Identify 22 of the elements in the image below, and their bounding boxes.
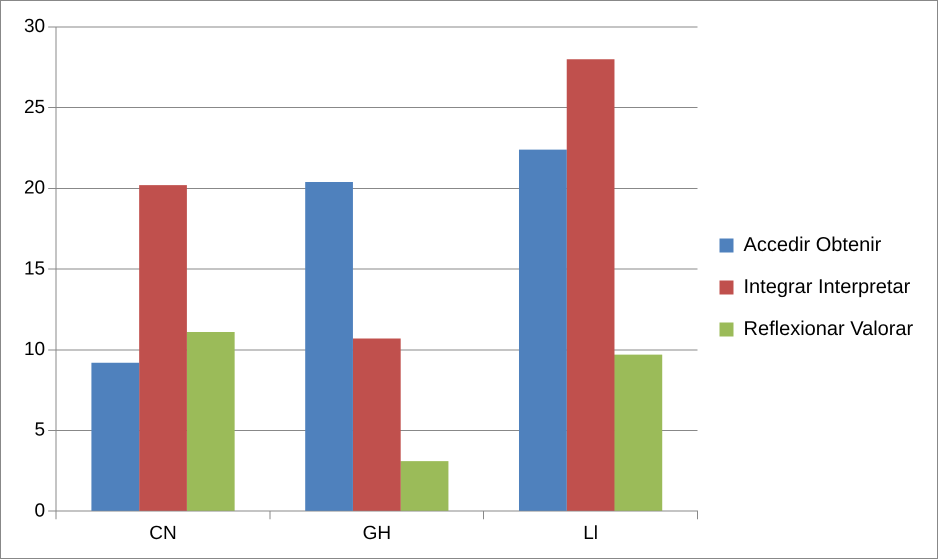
y-tick-label: 30 bbox=[24, 16, 46, 38]
x-tick-label: GH bbox=[362, 522, 392, 544]
bar bbox=[186, 332, 235, 511]
bar bbox=[139, 185, 187, 511]
bar bbox=[400, 461, 448, 511]
bar bbox=[305, 182, 353, 511]
y-tick-label: 15 bbox=[24, 258, 46, 280]
legend-label: Accedir Obtenir bbox=[744, 234, 882, 256]
y-tick-label: 10 bbox=[24, 339, 46, 360]
x-tick-label: CN bbox=[149, 522, 177, 544]
y-tick-label: 5 bbox=[34, 420, 46, 441]
bar bbox=[566, 59, 614, 511]
bar bbox=[91, 362, 140, 511]
bar bbox=[352, 338, 401, 511]
legend-label: Integrar Interpretar bbox=[744, 276, 911, 298]
y-tick-label: 20 bbox=[24, 178, 46, 199]
bar bbox=[518, 150, 567, 511]
y-tick-label: 25 bbox=[24, 96, 46, 118]
y-tick-label: 0 bbox=[34, 500, 46, 522]
legend-label: Reflexionar Valorar bbox=[744, 318, 914, 340]
bar bbox=[614, 354, 662, 511]
x-tick-label: Ll bbox=[583, 522, 598, 544]
